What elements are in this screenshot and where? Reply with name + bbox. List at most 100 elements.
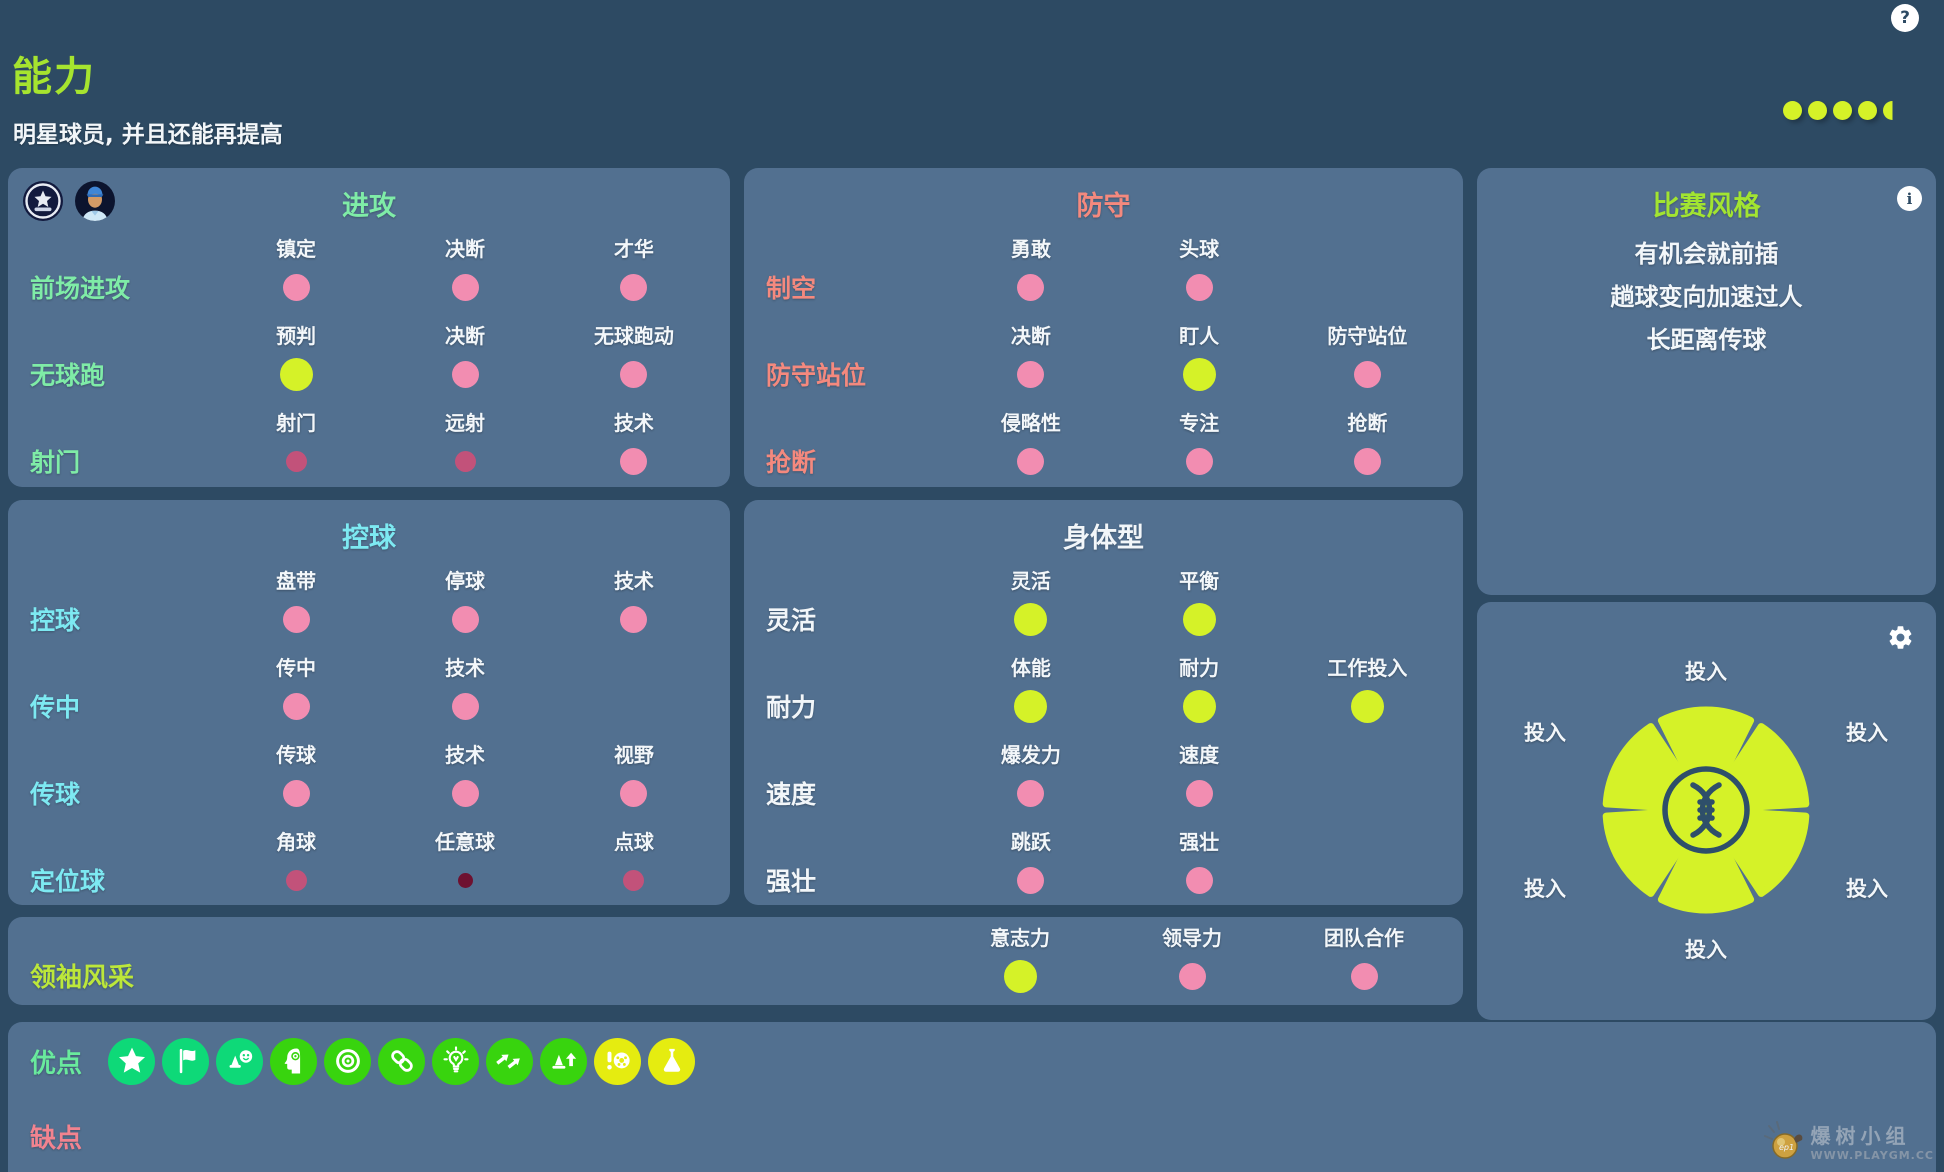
wheel-label: 投入: [1524, 721, 1566, 745]
attribute-dot: [1017, 273, 1045, 301]
attribute-cell: 预判: [212, 319, 381, 397]
category-label: 定位球: [30, 867, 106, 896]
question-mark-icon: ?: [1900, 8, 1910, 28]
attribute-cell: 抢断: [1283, 406, 1451, 484]
attribute-cell: 工作投入: [1283, 651, 1451, 729]
attribute-row: 前场进攻 镇定 决断 才华: [8, 223, 730, 310]
watermark-name: 爆树小组: [1810, 1124, 1911, 1148]
chain-icon[interactable]: [378, 1037, 425, 1085]
attribute-dot: [1017, 779, 1045, 807]
attribute-name: 无球跑动: [593, 324, 674, 348]
attribute-dot: [1353, 447, 1381, 475]
attribute-cell: 无球跑动: [549, 319, 718, 397]
cone-arrow-icon[interactable]: [540, 1037, 587, 1085]
attribute-name: 专注: [1179, 411, 1220, 435]
info-icon: i: [1906, 189, 1913, 208]
cone-smiley-icon[interactable]: [216, 1037, 263, 1085]
attribute-dot: [451, 692, 479, 720]
attribute-name: 预判: [276, 324, 317, 348]
attribute-dot: [457, 872, 473, 888]
panel-strengths-weaknesses: 优点 缺点: [8, 1022, 1936, 1172]
attribute-dot: [1350, 689, 1384, 723]
attribute-dot: [285, 450, 307, 472]
attribute-dot: [1350, 962, 1378, 990]
category-label: 抢断: [766, 448, 817, 477]
attribute-dot: [1182, 602, 1216, 636]
attribute-dot: [620, 360, 648, 388]
star-icon[interactable]: [108, 1037, 155, 1085]
attribute-dot-slot: [451, 351, 479, 397]
attribute-dot: [282, 605, 310, 633]
attribute-dot-slot: [451, 264, 479, 310]
attribute-dot-slot: [1185, 857, 1213, 903]
attribute-dot: [282, 692, 310, 720]
bomb-logo-icon: ep1: [1759, 1116, 1805, 1166]
attribute-cell: 爆发力: [947, 738, 1115, 816]
attribute-dot-slot: [1003, 953, 1037, 999]
attribute-dot-slot: [620, 770, 648, 816]
attribute-dot: [1182, 689, 1216, 723]
attribute-dot: [451, 360, 479, 388]
attribute-cell: 勇敢: [947, 232, 1115, 310]
attribute-cell: 镇定: [212, 232, 381, 310]
help-button[interactable]: ?: [1891, 4, 1919, 32]
gear-icon[interactable]: [1887, 624, 1914, 651]
attribute-row: 耐力 体能 耐力 工作投入: [744, 642, 1463, 729]
play-style-item: 趟球变向加速过人: [1610, 283, 1803, 311]
wheel-segment: [1657, 806, 1755, 914]
attribute-row: 防守站位 决断 盯人 防守站位: [744, 310, 1463, 397]
attribute-dot-slot: [620, 264, 648, 310]
attribute-dot: [279, 357, 313, 391]
attribute-dot-slot: [620, 596, 648, 642]
page-subtitle: 明星球员, 并且还能再提高: [13, 122, 283, 148]
attribute-name: 侵略性: [1000, 411, 1061, 435]
category-label: 控球: [30, 606, 81, 635]
attribute-dot-slot: [1353, 438, 1381, 484]
attribute-name: 防守站位: [1327, 324, 1408, 348]
category-label: 传球: [30, 780, 81, 809]
attribute-name: 任意球: [435, 830, 495, 854]
attribute-name: 角球: [276, 830, 317, 854]
attribute-cell: 意志力: [934, 921, 1106, 999]
attribute-cell: 任意球: [381, 825, 550, 903]
bullseye-icon[interactable]: [324, 1037, 371, 1085]
attribute-cell: 侵略性: [947, 406, 1115, 484]
attribute-cell: 团队合作: [1278, 921, 1450, 999]
attribute-dot-slot: [451, 683, 479, 729]
attribute-cell: 专注: [1115, 406, 1283, 484]
panel-title: 身体型: [1063, 523, 1144, 554]
attribute-name: 盯人: [1179, 324, 1220, 348]
attribute-name: 领导力: [1162, 926, 1222, 950]
attribute-cell: 速度: [1115, 738, 1283, 816]
head-focus-icon[interactable]: [270, 1037, 317, 1085]
flask-icon[interactable]: [648, 1037, 695, 1085]
attribute-dot: [623, 869, 645, 891]
attribute-dot-slot: [282, 264, 310, 310]
attribute-dot-slot: [282, 683, 310, 729]
attribute-dot-slot: [285, 438, 307, 484]
attribute-cell: 射门: [212, 406, 381, 484]
club-badge-icon[interactable]: [22, 180, 64, 222]
player-avatar-icon[interactable]: [74, 180, 116, 222]
attribute-dot: [451, 605, 479, 633]
page-title: 能力: [12, 54, 96, 100]
attribute-name: 耐力: [1179, 656, 1220, 680]
lightbulb-icon[interactable]: [432, 1037, 479, 1085]
attribute-name: 远射: [445, 411, 485, 435]
attribute-dot-slot: [1182, 596, 1216, 642]
panel-play-style: 比赛风格 i 有机会就前插 趟球变向加速过人 长距离传球: [1477, 168, 1936, 595]
double-arrow-icon[interactable]: [486, 1037, 533, 1085]
attribute-dot-slot: [1014, 596, 1048, 642]
info-button[interactable]: i: [1897, 186, 1922, 211]
attribute-cell: 强壮: [1115, 825, 1283, 903]
attribute-name: 射门: [276, 411, 317, 435]
attribute-cell: 领导力: [1106, 921, 1278, 999]
ball-alert-icon[interactable]: [594, 1037, 641, 1085]
attribute-dot: [1017, 360, 1045, 388]
panel-control: 控球 控球 盘带 停球 技术 传中 传中 技术 传球 传球 技术 视野 定位球 角球 任意球 点球: [8, 500, 730, 905]
attribute-cell: 平衡: [1115, 564, 1283, 642]
attribute-dot: [1353, 360, 1381, 388]
strengths-label: 优点: [30, 1048, 83, 1079]
attribute-name: 决断: [1010, 324, 1051, 348]
flag-icon[interactable]: [162, 1037, 209, 1085]
